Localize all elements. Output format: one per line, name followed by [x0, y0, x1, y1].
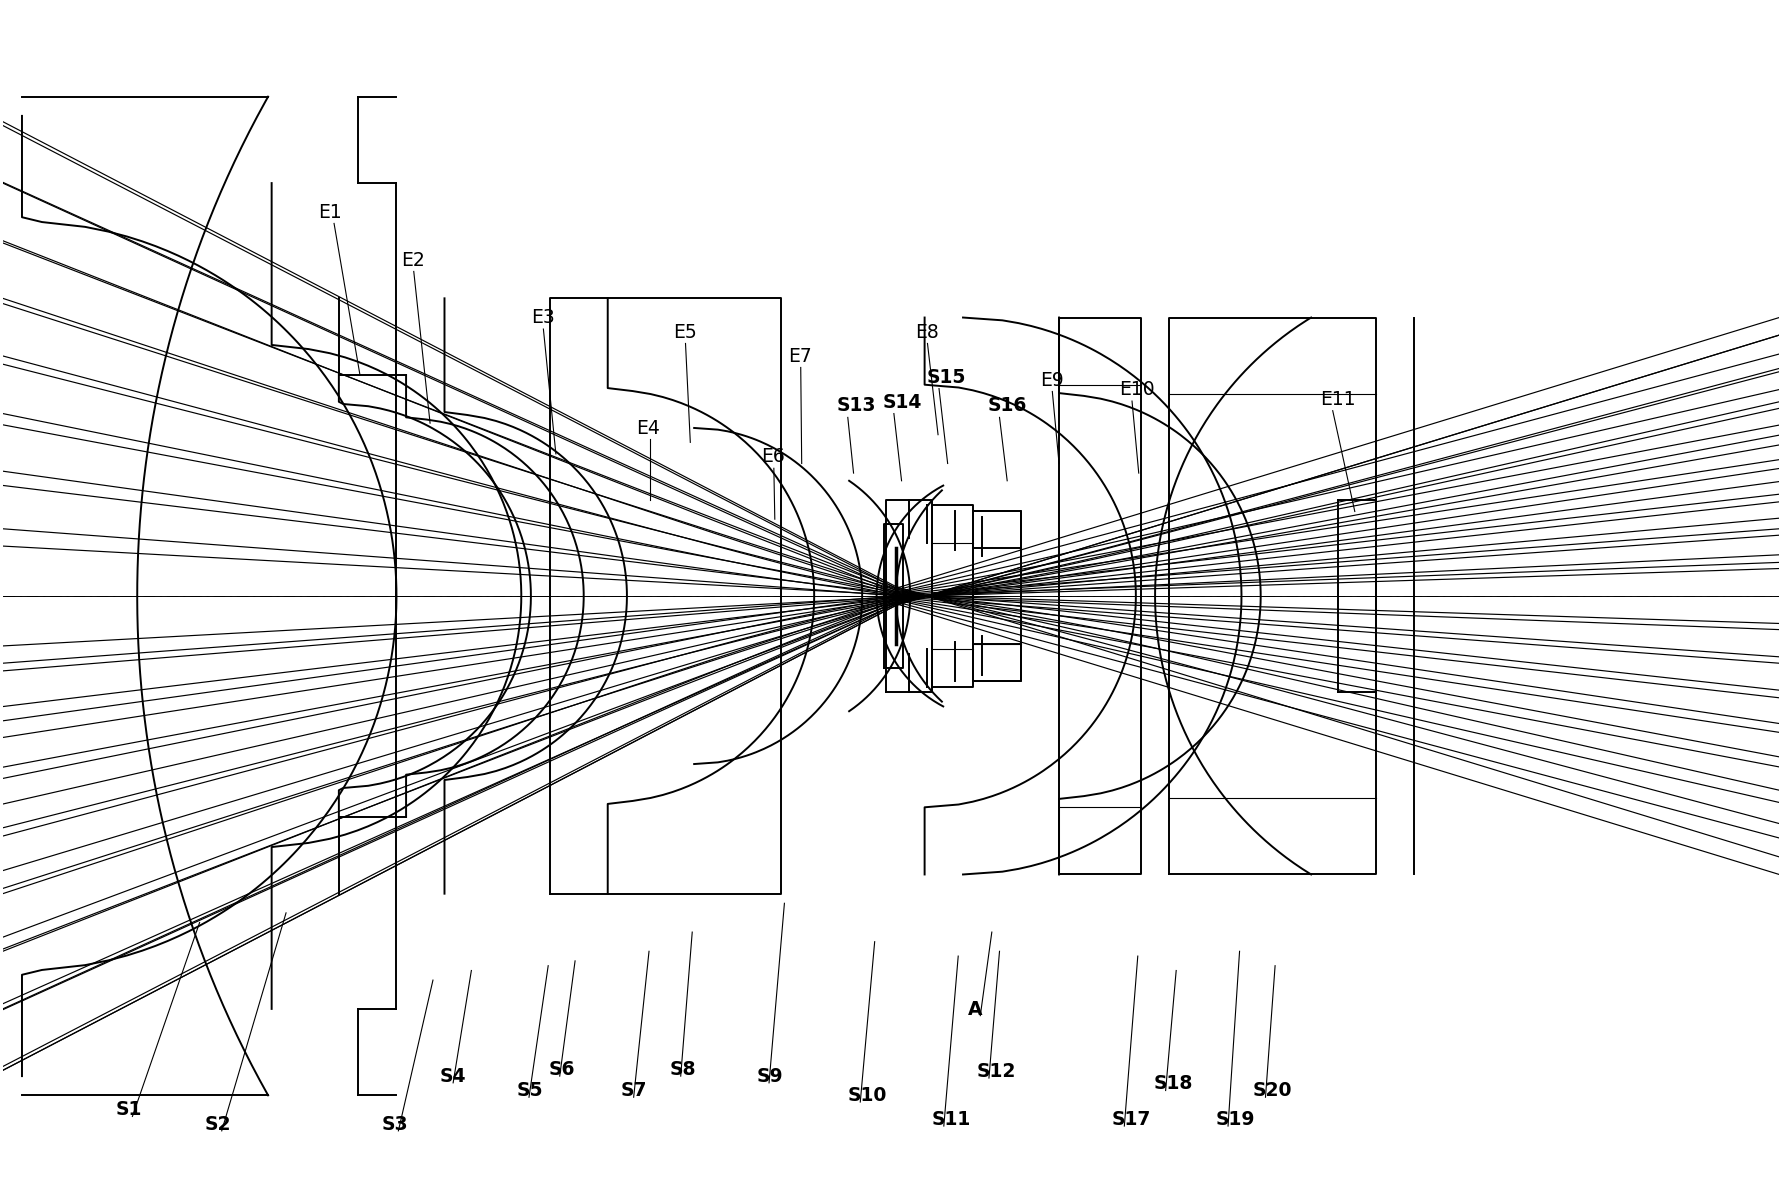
Text: E11: E11 — [1320, 390, 1356, 409]
Text: E4: E4 — [636, 418, 661, 437]
Text: S8: S8 — [670, 1060, 695, 1079]
Text: E5: E5 — [674, 323, 697, 342]
Text: E3: E3 — [531, 309, 554, 327]
Text: S16: S16 — [987, 397, 1028, 416]
Text: E9: E9 — [1041, 371, 1064, 390]
Text: S3: S3 — [381, 1115, 408, 1134]
Text: S14: S14 — [882, 392, 921, 411]
Text: S13: S13 — [836, 397, 875, 416]
Text: S5: S5 — [517, 1081, 544, 1100]
Text: S11: S11 — [932, 1110, 971, 1129]
Text: S2: S2 — [205, 1115, 232, 1134]
Text: S15: S15 — [927, 367, 966, 386]
Text: E2: E2 — [401, 250, 426, 269]
Text: S17: S17 — [1112, 1110, 1151, 1129]
Text: S19: S19 — [1215, 1110, 1255, 1129]
Text: E6: E6 — [761, 447, 786, 466]
Text: A: A — [968, 1000, 982, 1018]
Text: S4: S4 — [440, 1067, 467, 1086]
Text: E7: E7 — [788, 347, 813, 366]
Text: S1: S1 — [116, 1100, 143, 1119]
Text: E8: E8 — [914, 323, 939, 342]
Text: S7: S7 — [620, 1081, 647, 1100]
Text: S9: S9 — [757, 1067, 784, 1086]
Text: E10: E10 — [1119, 380, 1155, 399]
Text: S6: S6 — [549, 1060, 574, 1079]
Text: S12: S12 — [977, 1062, 1016, 1081]
Text: E1: E1 — [317, 203, 342, 222]
Text: S18: S18 — [1153, 1074, 1192, 1093]
Text: S20: S20 — [1253, 1081, 1292, 1100]
Text: S10: S10 — [848, 1086, 887, 1105]
